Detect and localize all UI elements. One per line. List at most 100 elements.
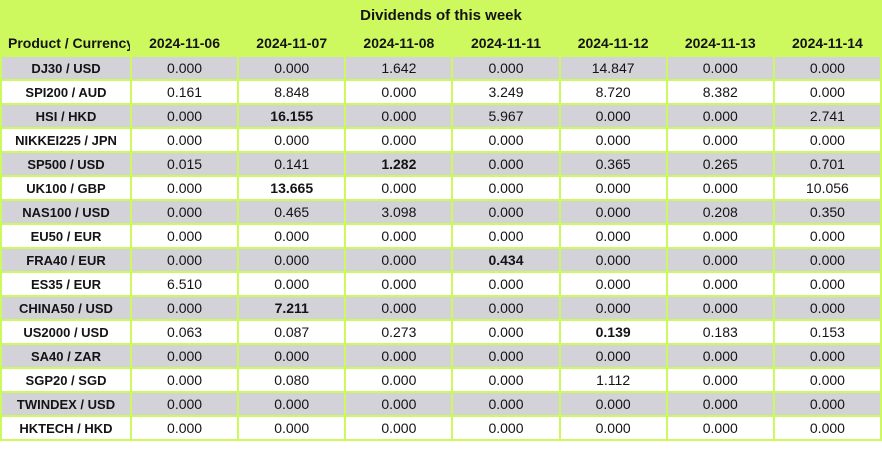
dividend-value-cell: 0.000 bbox=[129, 367, 240, 393]
dividend-value-cell: 0.000 bbox=[772, 55, 882, 81]
dividend-value-cell: 0.000 bbox=[344, 223, 454, 249]
product-cell: FRA40 / EUR bbox=[0, 247, 132, 273]
table-row: NIKKEI225 / JPN 0.000 0.000 0.000 0.000 0.000… bbox=[0, 127, 882, 153]
dividend-value-cell: 0.000 bbox=[129, 223, 240, 249]
dividend-value-cell: 1.642 bbox=[344, 55, 454, 81]
dividend-value-cell: 0.063 bbox=[129, 319, 240, 345]
column-header-date: 2024-11-07 bbox=[237, 28, 347, 57]
dividend-value-cell: 0.000 bbox=[451, 367, 561, 393]
dividend-value-cell: 0.208 bbox=[665, 199, 775, 225]
table-row: ES35 / EUR 6.510 0.000 0.000 0.000 0.000 0.000… bbox=[0, 271, 882, 297]
dividend-value-cell: 0.000 bbox=[129, 343, 240, 369]
column-header-product-currency: Product / Currency bbox=[0, 28, 132, 57]
table-row: SA40 / ZAR 0.000 0.000 0.000 0.000 0.000 0.000… bbox=[0, 343, 882, 369]
dividend-value-cell: 0.000 bbox=[772, 415, 882, 441]
product-cell: CHINA50 / USD bbox=[0, 295, 132, 321]
product-cell: SPI200 / AUD bbox=[0, 79, 132, 105]
dividend-value-cell: 0.000 bbox=[237, 127, 347, 153]
dividend-value-cell: 0.000 bbox=[451, 55, 561, 81]
column-header-row: Product / Currency 2024-11-06 2024-11-07 2… bbox=[0, 28, 882, 57]
column-header-date: 2024-11-13 bbox=[665, 28, 775, 57]
dividend-value-cell: 0.000 bbox=[129, 127, 240, 153]
dividend-value-cell: 0.000 bbox=[344, 127, 454, 153]
dividend-value-cell: 14.847 bbox=[558, 55, 668, 81]
table-row: EU50 / EUR 0.000 0.000 0.000 0.000 0.000 0.000… bbox=[0, 223, 882, 249]
dividend-value-cell: 0.015 bbox=[129, 151, 240, 177]
dividend-value-cell: 0.000 bbox=[558, 223, 668, 249]
dividend-value-cell: 16.155 bbox=[237, 103, 347, 129]
dividend-value-cell: 0.000 bbox=[237, 391, 347, 417]
dividend-value-cell: 0.000 bbox=[558, 271, 668, 297]
dividend-value-cell: 0.000 bbox=[451, 127, 561, 153]
dividend-value-cell: 10.056 bbox=[772, 175, 882, 201]
dividend-value-cell: 0.000 bbox=[772, 79, 882, 105]
dividend-value-cell: 2.741 bbox=[772, 103, 882, 129]
table-row: SPI200 / AUD 0.161 8.848 0.000 3.249 8.720 8.3… bbox=[0, 79, 882, 105]
dividend-value-cell: 0.000 bbox=[129, 295, 240, 321]
dividend-value-cell: 0.000 bbox=[558, 391, 668, 417]
dividend-value-cell: 1.112 bbox=[558, 367, 668, 393]
dividend-value-cell: 0.000 bbox=[451, 151, 561, 177]
dividend-value-cell: 0.000 bbox=[665, 391, 775, 417]
dividend-value-cell: 0.000 bbox=[344, 343, 454, 369]
dividend-value-cell: 0.000 bbox=[665, 415, 775, 441]
dividend-value-cell: 0.000 bbox=[129, 247, 240, 273]
dividend-value-cell: 0.153 bbox=[772, 319, 882, 345]
dividend-value-cell: 3.098 bbox=[344, 199, 454, 225]
dividend-value-cell: 0.000 bbox=[344, 247, 454, 273]
table-title-row: Dividends of this week bbox=[0, 0, 882, 30]
dividend-value-cell: 0.000 bbox=[451, 271, 561, 297]
dividend-value-cell: 0.000 bbox=[665, 295, 775, 321]
dividend-value-cell: 0.139 bbox=[558, 319, 668, 345]
dividend-value-cell: 0.000 bbox=[344, 391, 454, 417]
dividend-value-cell: 0.000 bbox=[129, 55, 240, 81]
product-cell: HSI / HKD bbox=[0, 103, 132, 129]
dividend-value-cell: 0.000 bbox=[558, 247, 668, 273]
dividends-table: Dividends of this week Product / Currenc… bbox=[0, 0, 882, 441]
dividend-value-cell: 0.000 bbox=[558, 199, 668, 225]
dividend-value-cell: 13.665 bbox=[237, 175, 347, 201]
dividend-value-cell: 0.000 bbox=[665, 103, 775, 129]
product-cell: TWINDEX / USD bbox=[0, 391, 132, 417]
dividend-value-cell: 0.000 bbox=[451, 175, 561, 201]
table-row: CHINA50 / USD 0.000 7.211 0.000 0.000 0.000 0.… bbox=[0, 295, 882, 321]
dividend-value-cell: 0.000 bbox=[129, 391, 240, 417]
dividend-value-cell: 6.510 bbox=[129, 271, 240, 297]
dividend-value-cell: 0.265 bbox=[665, 151, 775, 177]
column-header-date: 2024-11-08 bbox=[344, 28, 454, 57]
dividend-value-cell: 8.848 bbox=[237, 79, 347, 105]
dividend-value-cell: 0.000 bbox=[772, 271, 882, 297]
column-header-date: 2024-11-06 bbox=[129, 28, 240, 57]
dividend-value-cell: 7.211 bbox=[237, 295, 347, 321]
dividend-value-cell: 0.000 bbox=[558, 103, 668, 129]
product-cell: SP500 / USD bbox=[0, 151, 132, 177]
table-row: SGP20 / SGD 0.000 0.080 0.000 0.000 1.112 0.00… bbox=[0, 367, 882, 393]
product-cell: NAS100 / USD bbox=[0, 199, 132, 225]
column-header-date: 2024-11-14 bbox=[772, 28, 882, 57]
product-cell: US2000 / USD bbox=[0, 319, 132, 345]
dividend-value-cell: 0.350 bbox=[772, 199, 882, 225]
dividend-value-cell: 0.000 bbox=[558, 343, 668, 369]
dividend-value-cell: 0.434 bbox=[451, 247, 561, 273]
dividend-value-cell: 0.000 bbox=[451, 223, 561, 249]
dividend-value-cell: 0.000 bbox=[665, 55, 775, 81]
table-row: UK100 / GBP 0.000 13.665 0.000 0.000 0.000 0.0… bbox=[0, 175, 882, 201]
dividend-value-cell: 0.000 bbox=[451, 295, 561, 321]
dividend-value-cell: 0.000 bbox=[451, 343, 561, 369]
dividend-value-cell: 0.000 bbox=[665, 127, 775, 153]
table-row: HKTECH / HKD 0.000 0.000 0.000 0.000 0.000 0.0… bbox=[0, 415, 882, 441]
dividend-value-cell: 0.000 bbox=[558, 175, 668, 201]
table-row: TWINDEX / USD 0.000 0.000 0.000 0.000 0.000 0.… bbox=[0, 391, 882, 417]
dividend-value-cell: 0.000 bbox=[344, 79, 454, 105]
dividend-value-cell: 0.000 bbox=[344, 103, 454, 129]
dividend-value-cell: 0.161 bbox=[129, 79, 240, 105]
dividend-value-cell: 0.000 bbox=[237, 247, 347, 273]
dividend-value-cell: 0.000 bbox=[344, 295, 454, 321]
dividend-value-cell: 0.000 bbox=[237, 55, 347, 81]
dividend-value-cell: 0.000 bbox=[772, 367, 882, 393]
dividend-value-cell: 0.000 bbox=[665, 223, 775, 249]
dividend-value-cell: 8.382 bbox=[665, 79, 775, 105]
dividend-value-cell: 0.000 bbox=[772, 391, 882, 417]
product-cell: ES35 / EUR bbox=[0, 271, 132, 297]
dividend-value-cell: 0.000 bbox=[129, 103, 240, 129]
